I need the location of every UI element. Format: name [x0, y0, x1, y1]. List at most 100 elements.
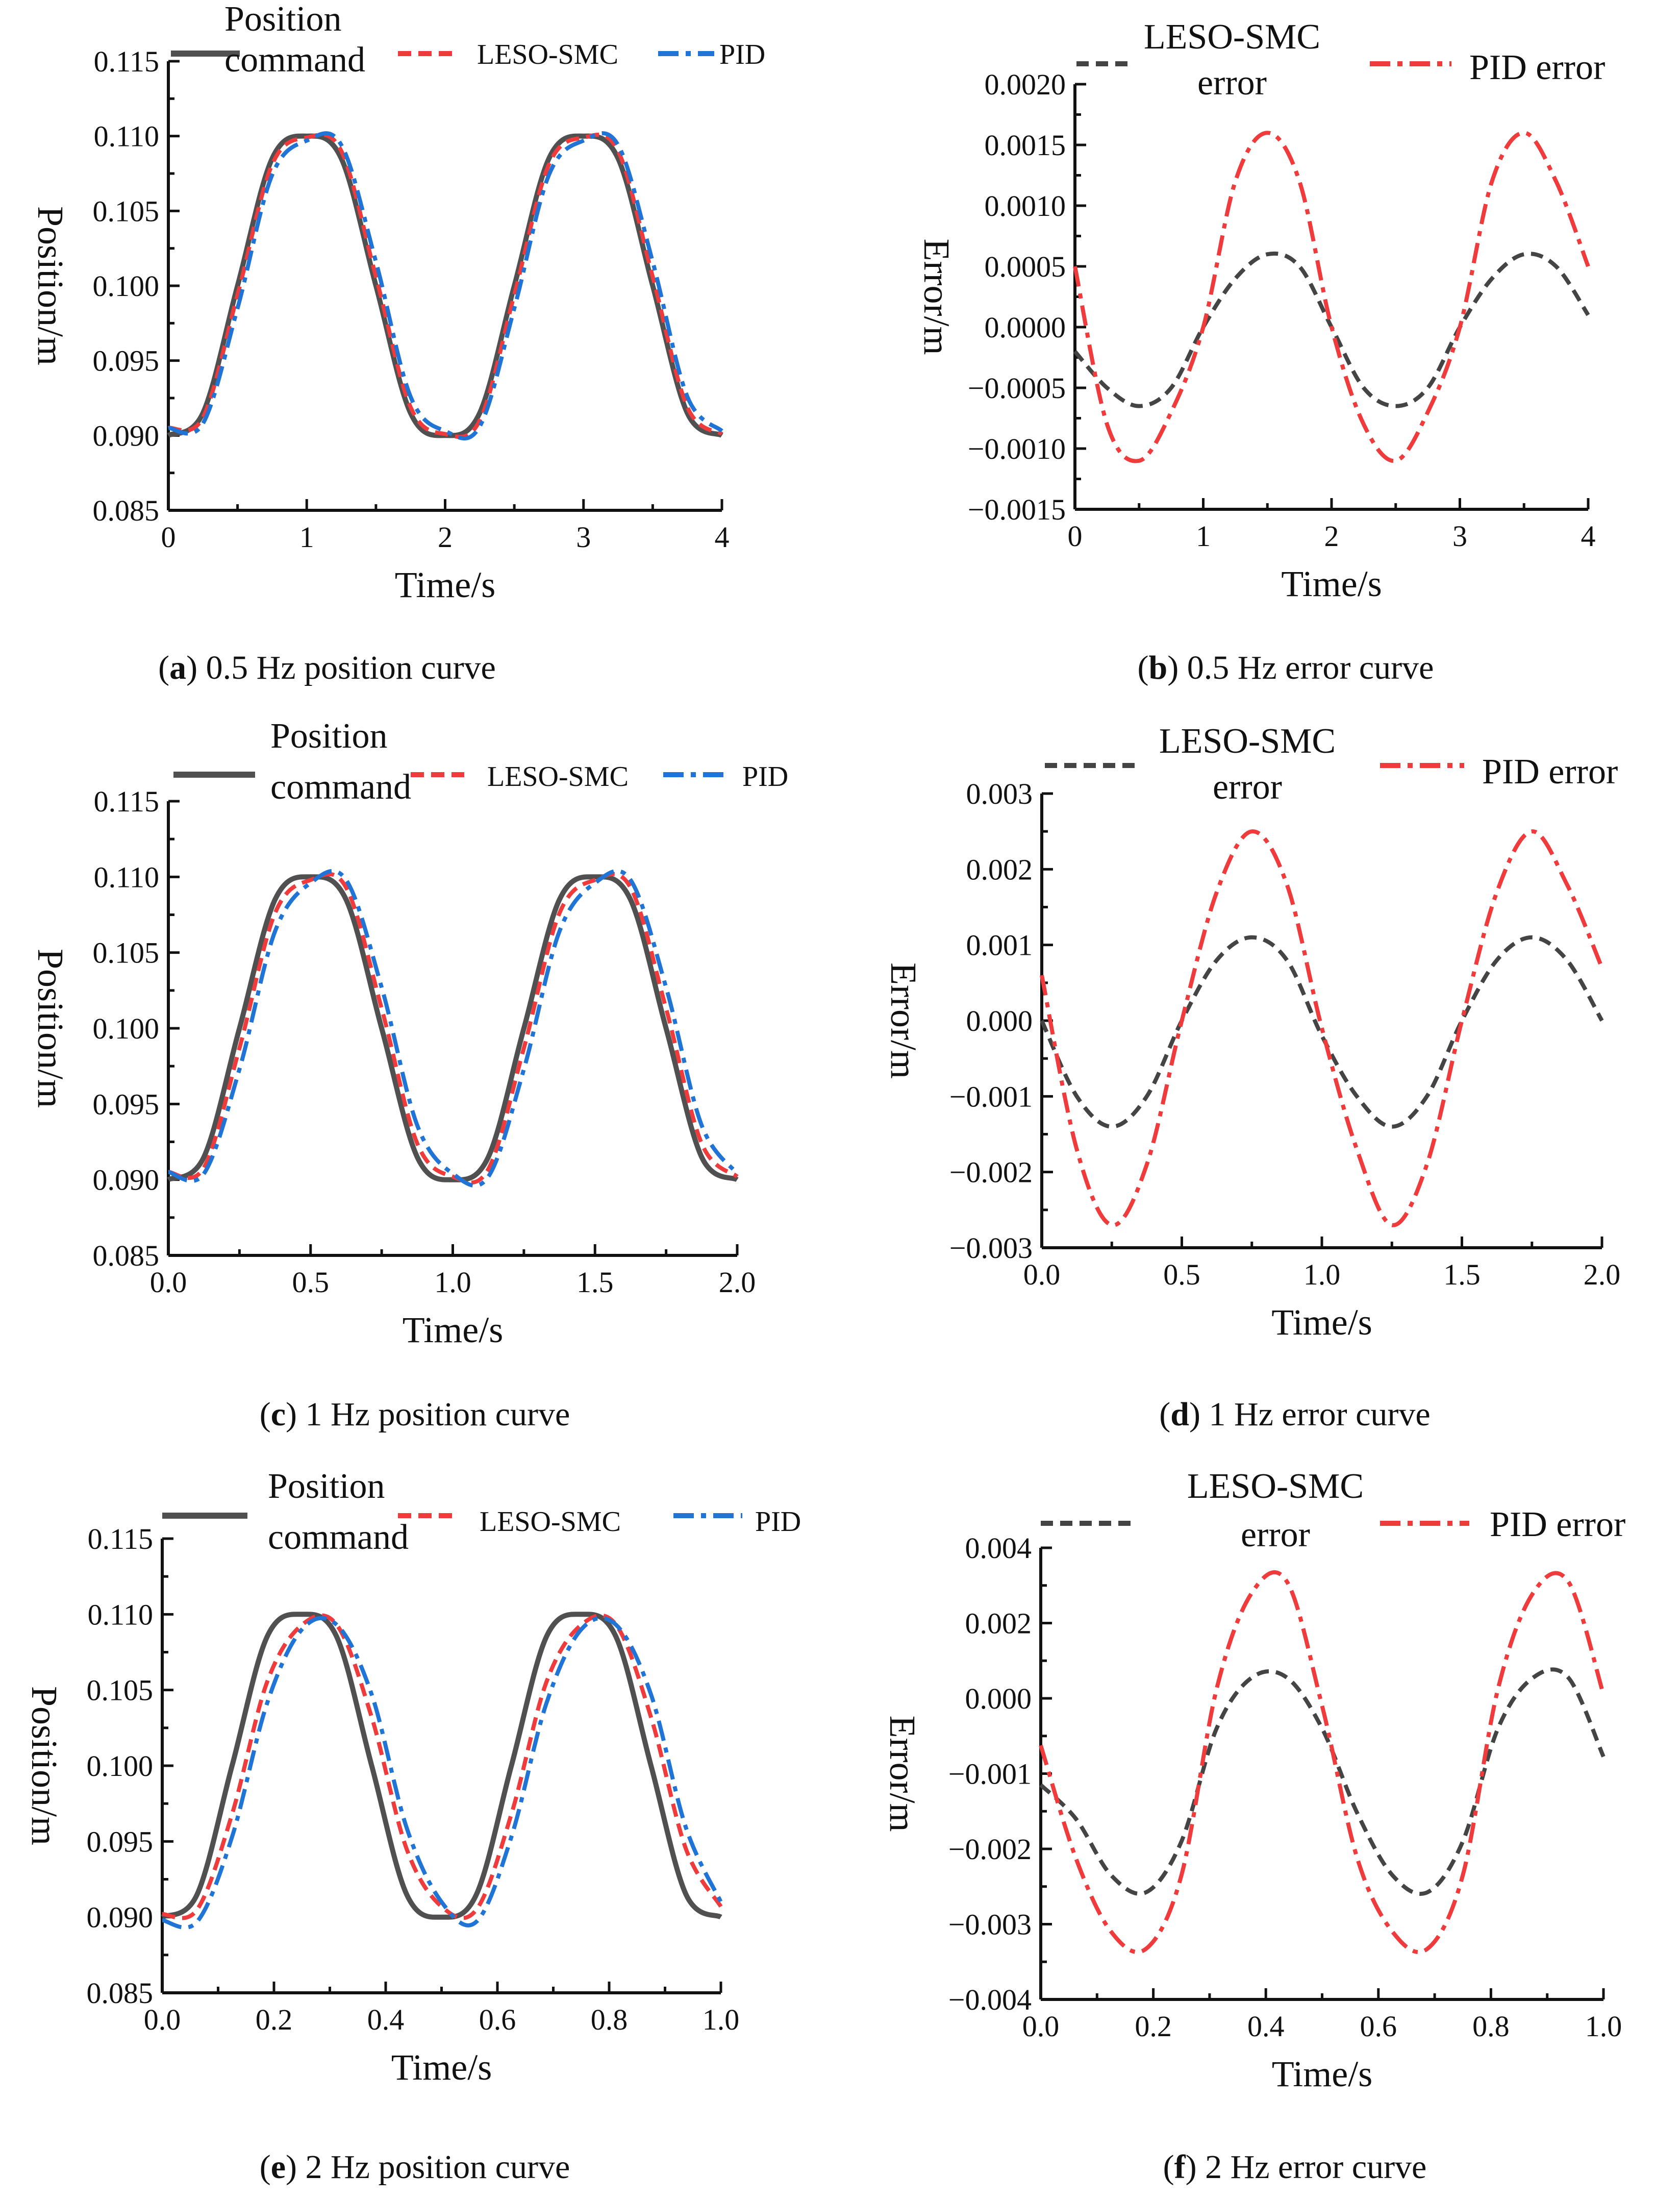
y-tick-label: 0.095: [87, 1825, 154, 1858]
series-line-pid-error: [1039, 1570, 1606, 1954]
legend-label-line: command: [268, 1518, 409, 1557]
y-axis-label: Position/m: [30, 949, 71, 1108]
chart-f: 0.0 0.2 0.4 0.6 0.8 1.0 −0.004 −0.003 −0.002 −0.0…: [882, 1467, 1625, 2094]
y-tick-label: 0.105: [93, 936, 160, 970]
y-tick-label: 0.105: [87, 1674, 154, 1707]
y-tick-label: 0.001: [966, 929, 1033, 962]
series-line-leso-smc-error: [1040, 935, 1604, 1129]
y-tick-label: −0.0005: [968, 372, 1066, 405]
y-tick-label: −0.0010: [968, 432, 1066, 465]
y-tick-label: 0.115: [94, 45, 159, 78]
y-tick-label: 0.115: [94, 785, 159, 818]
x-tick-label: 2.0: [719, 1266, 756, 1299]
figure-captions: (a) 0.5 Hz position curve (b) 0.5 Hz err…: [158, 649, 1434, 2186]
x-tick-label: 2: [438, 521, 453, 554]
y-tick-label: −0.002: [949, 1156, 1033, 1189]
y-tick-label: 0.002: [965, 1607, 1032, 1640]
y-axis-label: Error/m: [883, 962, 924, 1079]
y-axis-label: Error/m: [882, 1716, 923, 1832]
legend-label: PID: [742, 761, 788, 793]
series-line-position-command: [167, 133, 723, 438]
caption-d: (d) 1 Hz error curve: [1159, 1396, 1430, 1433]
caption-f: (f) 2 Hz error curve: [1163, 2148, 1427, 2186]
y-tick-label: 0.0005: [985, 250, 1066, 283]
x-tick-label: 0.4: [1247, 2010, 1285, 2043]
y-tick-label: 0.0010: [985, 189, 1066, 223]
chart-d: 0.0 0.5 1.0 1.5 2.0 −0.003 −0.002 −0.001 0.000 0.…: [883, 722, 1620, 1343]
legend: Position command LESO-SMC PID: [171, 0, 765, 80]
y-tick-label: 0.0015: [985, 129, 1066, 162]
series-line-position-command: [161, 1612, 722, 1920]
x-tick-label: 3: [576, 521, 591, 554]
y-tick-label: 0.090: [87, 1901, 154, 1934]
y-tick-label: 0.110: [94, 860, 159, 894]
x-tick-label: 0.5: [1163, 1258, 1200, 1291]
legend-label-line: command: [270, 768, 411, 807]
legend: LESO-SMC error PID error: [1041, 1467, 1625, 1554]
series-line-leso-smc: [168, 872, 739, 1185]
series-line-pid: [168, 869, 739, 1188]
y-tick-label: −0.003: [948, 1908, 1032, 1941]
x-tick-label: 0.4: [367, 2003, 405, 2036]
x-tick-label: 1.0: [1303, 1258, 1341, 1291]
x-tick-label: 0.0: [144, 2003, 181, 2036]
chart-c: 0.0 0.5 1.0 1.5 2.0 0.085 0.090 0.095 0.100 0.105…: [30, 716, 788, 1350]
x-tick-label: 0.0: [1022, 2010, 1060, 2043]
legend-label: LESO-SMC: [477, 39, 618, 70]
legend-label: LESO-SMC: [487, 761, 629, 793]
series-line-pid: [168, 131, 723, 441]
legend-label-line: Position: [270, 716, 388, 756]
caption-e: (e) 2 Hz position curve: [260, 2148, 570, 2186]
legend-label: PID error: [1469, 48, 1605, 87]
y-tick-label: 0.095: [93, 344, 160, 378]
x-axis-label: Time/s: [395, 564, 495, 605]
y-tick-label: 0.100: [93, 269, 160, 303]
y-tick-label: 0.090: [93, 419, 160, 452]
legend-label-line: error: [1241, 1515, 1310, 1554]
y-tick-label: −0.002: [948, 1833, 1032, 1866]
x-axis-label: Time/s: [1281, 563, 1382, 604]
x-tick-label: 0.6: [1360, 2010, 1397, 2043]
y-tick-label: 0.115: [88, 1522, 153, 1555]
legend-label: LESO-SMC error: [1187, 1467, 1364, 1554]
caption-c: (c) 1 Hz position curve: [260, 1396, 570, 1433]
y-axis-label: Position/m: [30, 206, 71, 365]
x-tick-label: 1.0: [1585, 2010, 1622, 2043]
legend-label: PID: [755, 1506, 801, 1538]
legend-label: Position command: [224, 0, 365, 80]
x-tick-label: 1.0: [434, 1266, 471, 1299]
series-line-leso-smc: [167, 132, 723, 439]
legend-label-line: error: [1197, 63, 1267, 103]
y-tick-label: 0.110: [88, 1598, 153, 1631]
legend-label-line: LESO-SMC: [1159, 722, 1336, 761]
series-line-leso-smc: [162, 1613, 723, 1920]
x-tick-label: 1.0: [703, 2003, 740, 2036]
legend-label-line: Position: [224, 0, 342, 39]
legend-label: Position command: [268, 1467, 409, 1557]
series-line-pid: [162, 1616, 723, 1930]
legend-label-line: LESO-SMC: [1144, 17, 1320, 57]
x-tick-label: 4: [1581, 520, 1596, 553]
legend: Position command LESO-SMC PID: [162, 1467, 801, 1557]
x-tick-label: 0.2: [256, 2003, 293, 2036]
x-tick-label: 1: [299, 521, 314, 554]
x-tick-label: 0.0: [1023, 1258, 1061, 1291]
y-axis-label: Error/m: [916, 239, 957, 355]
x-tick-label: 0.8: [591, 2003, 628, 2036]
x-tick-label: 0.2: [1135, 2010, 1172, 2043]
legend-label-line: command: [224, 40, 365, 80]
x-tick-label: 0.6: [479, 2003, 516, 2036]
y-tick-label: −0.0015: [968, 493, 1066, 526]
legend-label: PID error: [1490, 1505, 1625, 1544]
x-axis-label: Time/s: [403, 1309, 503, 1350]
x-tick-label: 2.0: [1584, 1258, 1621, 1291]
legend-label-line: Position: [268, 1467, 385, 1506]
y-tick-label: 0.105: [93, 194, 160, 228]
y-axis-label: Position/m: [24, 1686, 65, 1845]
x-tick-label: 3: [1452, 520, 1467, 553]
y-tick-label: 0.085: [93, 1239, 160, 1272]
y-tick-label: −0.001: [948, 1758, 1032, 1791]
caption-b: (b) 0.5 Hz error curve: [1138, 649, 1434, 686]
legend-label: PID: [719, 39, 765, 70]
y-tick-label: 0.0000: [985, 311, 1066, 344]
